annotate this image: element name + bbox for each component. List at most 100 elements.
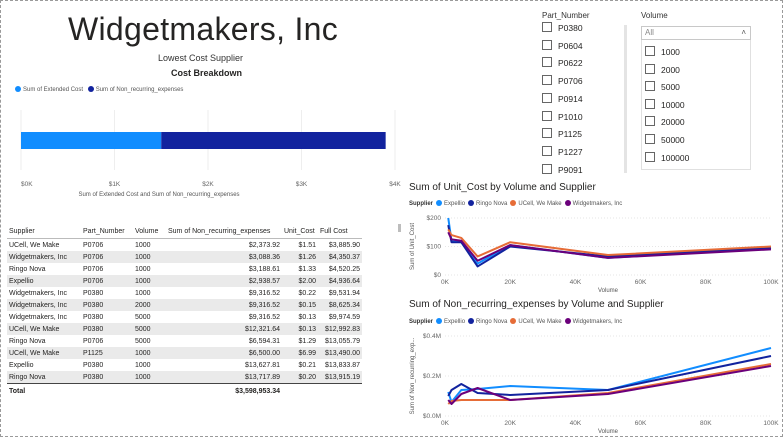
legend-item[interactable]: Expellio bbox=[436, 200, 465, 207]
series-line[interactable] bbox=[447, 355, 772, 397]
legend-item[interactable]: Ringo Nova bbox=[468, 318, 508, 325]
cell-unit-cost: $1.26 bbox=[282, 251, 318, 263]
table-row[interactable]: Widgetmakers, Inc P0380 2000 $9,316.52 $0.15… bbox=[7, 299, 362, 311]
cell-volume: 5000 bbox=[135, 313, 151, 321]
volume-item[interactable]: 100000 bbox=[645, 151, 689, 163]
volume-item[interactable]: 10000 bbox=[645, 98, 685, 110]
table-row[interactable]: Ringo Nova P0706 1000 $3,188.61 $1.33 $4,520.… bbox=[7, 263, 362, 275]
table-row[interactable]: Ringo Nova P0380 1000 $13,717.89 $0.20 $13,91… bbox=[7, 371, 362, 384]
x-tick-label: 0K bbox=[441, 420, 450, 427]
report-title: Widgetmakers, Inc bbox=[68, 11, 339, 47]
x-tick-label: 20K bbox=[504, 279, 516, 286]
bar-segment[interactable] bbox=[21, 132, 162, 149]
supplier-cost-table[interactable]: Supplier Part_Number Volume Sum of Non_r… bbox=[7, 224, 362, 398]
checkbox-icon[interactable] bbox=[542, 110, 552, 121]
checkbox-icon[interactable] bbox=[645, 134, 655, 144]
checkbox-icon[interactable] bbox=[542, 128, 552, 139]
bar-segment[interactable] bbox=[161, 132, 386, 149]
col-header-unit-cost[interactable]: Unit_Cost bbox=[282, 224, 318, 239]
cost-breakdown-chart[interactable]: $0K $1K $2K $3K $4K Sum of Extended Cost and… bbox=[0, 100, 410, 200]
table-row[interactable]: UCell, We Make P0706 1000 $2,373.92 $1.51 $3,… bbox=[7, 239, 362, 252]
checkbox-icon[interactable] bbox=[542, 57, 552, 68]
legend-item[interactable]: Widgetmakers, Inc bbox=[564, 200, 622, 207]
volume-slicer-title: Volume bbox=[641, 11, 668, 20]
table-row[interactable]: Widgetmakers, Inc P0380 1000 $9,316.52 $0.22… bbox=[7, 287, 362, 299]
legend-title: Supplier bbox=[409, 318, 434, 325]
x-tick-label: $1K bbox=[109, 181, 121, 188]
unit-cost-chart-title: Sum of Unit_Cost by Volume and Supplier bbox=[409, 182, 596, 193]
legend-label: Ringo Nova bbox=[476, 200, 508, 207]
col-header-full-cost[interactable]: Full Cost bbox=[318, 224, 362, 239]
legend-item[interactable]: UCell, We Make bbox=[510, 318, 562, 325]
legend-dot-icon bbox=[564, 200, 571, 206]
col-header-part-number[interactable]: Part_Number bbox=[81, 224, 133, 239]
legend-label: Ringo Nova bbox=[476, 318, 508, 325]
checkbox-icon[interactable] bbox=[645, 151, 655, 162]
series-line[interactable] bbox=[447, 363, 772, 405]
nre-legend[interactable]: Supplier Expellio Ringo Nova UCell, We Make… bbox=[409, 318, 625, 325]
series-line[interactable] bbox=[447, 224, 772, 268]
checkbox-icon[interactable] bbox=[542, 92, 552, 103]
table-row[interactable]: Widgetmakers, Inc P0380 5000 $9,316.52 $0.13… bbox=[7, 311, 362, 323]
checkbox-icon[interactable] bbox=[542, 75, 552, 86]
legend-item[interactable]: Expellio bbox=[436, 318, 466, 325]
cell-full-cost: $4,520.25 bbox=[328, 265, 360, 273]
part-number-item-label: P0604 bbox=[558, 40, 583, 51]
volume-item[interactable]: 2000 bbox=[645, 63, 680, 75]
volume-item-label: 10000 bbox=[661, 99, 685, 110]
part-number-item[interactable]: P0914 bbox=[542, 92, 583, 104]
part-number-item[interactable]: P1227 bbox=[542, 145, 583, 157]
table-row[interactable]: Expellio P0706 1000 $2,938.57 $2.00 $4,936.64 bbox=[7, 275, 362, 287]
legend-label: Expellio bbox=[444, 318, 466, 325]
part-number-item-label: P0914 bbox=[558, 93, 583, 104]
unit-cost-legend[interactable]: Supplier Expellio Ringo Nova UCell, We Make… bbox=[409, 200, 625, 207]
y-axis-title: Sum of Non_recurring_exp... bbox=[410, 337, 416, 414]
part-slicer-scrollbar[interactable] bbox=[624, 25, 627, 173]
checkbox-icon[interactable] bbox=[645, 63, 655, 74]
checkbox-icon[interactable] bbox=[542, 39, 552, 50]
cost-breakdown-axis-title: Sum of Extended Cost and Sum of Non_recu… bbox=[78, 192, 239, 198]
table-row[interactable]: Widgetmakers, Inc P0706 1000 $3,088.36 $1.26… bbox=[7, 251, 362, 263]
checkbox-icon[interactable] bbox=[645, 81, 655, 92]
volume-item[interactable]: 50000 bbox=[645, 134, 685, 145]
cell-part-number: P0380 bbox=[81, 371, 133, 384]
legend-item[interactable]: Ringo Nova bbox=[468, 200, 508, 207]
col-header-volume[interactable]: Volume bbox=[133, 224, 166, 239]
legend-item[interactable]: UCell, We Make bbox=[510, 200, 562, 207]
series-line[interactable] bbox=[447, 365, 772, 405]
table-row[interactable]: Expellio P0380 1000 $13,627.81 $0.21 $13,833.… bbox=[7, 359, 362, 371]
checkbox-icon[interactable] bbox=[542, 145, 552, 156]
col-header-non-recurring[interactable]: Sum of Non_recurring_expenses bbox=[166, 224, 282, 239]
table-row[interactable]: UCell, We Make P1125 1000 $6,500.00 $6.99 $13… bbox=[7, 347, 362, 359]
legend-item[interactable]: Widgetmakers, Inc bbox=[564, 318, 622, 325]
checkbox-icon[interactable] bbox=[645, 116, 655, 127]
volume-item[interactable]: 5000 bbox=[645, 81, 680, 92]
part-number-item[interactable]: P0380 bbox=[542, 22, 583, 33]
part-number-item[interactable]: P0604 bbox=[542, 39, 583, 51]
table-scrollbar[interactable] bbox=[398, 224, 401, 232]
unit-cost-line-chart[interactable]: $200 $100 $00K 20K 40K 60K 80K 100K Volume Sum of… bbox=[405, 208, 780, 296]
table-row[interactable]: UCell, We Make P0380 5000 $12,321.64 $0.13 $1… bbox=[7, 323, 362, 335]
x-tick-label: 40K bbox=[570, 420, 582, 427]
part-number-item[interactable]: P1010 bbox=[542, 110, 583, 122]
volume-dropdown[interactable]: All ˄ bbox=[641, 26, 751, 40]
checkbox-icon[interactable] bbox=[645, 46, 655, 56]
checkbox-icon[interactable] bbox=[542, 163, 552, 174]
checkbox-icon[interactable] bbox=[542, 22, 552, 32]
part-number-item-label: P0380 bbox=[558, 23, 583, 33]
part-number-item[interactable]: P0706 bbox=[542, 75, 583, 86]
series-line[interactable] bbox=[447, 228, 772, 258]
col-header-supplier[interactable]: Supplier bbox=[7, 224, 81, 239]
cost-breakdown-legend[interactable]: Sum of Extended Cost Sum of Non_recurrin… bbox=[15, 86, 186, 93]
volume-item[interactable]: 1000 bbox=[645, 46, 680, 57]
series-line[interactable] bbox=[447, 231, 772, 262]
part-number-item[interactable]: P9091 bbox=[542, 163, 583, 175]
checkbox-icon[interactable] bbox=[645, 98, 655, 109]
cell-part-number: P0380 bbox=[81, 323, 133, 335]
part-number-item[interactable]: P1125 bbox=[542, 128, 582, 139]
volume-item[interactable]: 20000 bbox=[645, 116, 685, 127]
table-row[interactable]: Ringo Nova P0706 5000 $6,594.31 $1.29 $13,055… bbox=[7, 335, 362, 347]
cell-unit-cost: $1.33 bbox=[298, 265, 316, 273]
part-number-item[interactable]: P0622 bbox=[542, 57, 583, 68]
